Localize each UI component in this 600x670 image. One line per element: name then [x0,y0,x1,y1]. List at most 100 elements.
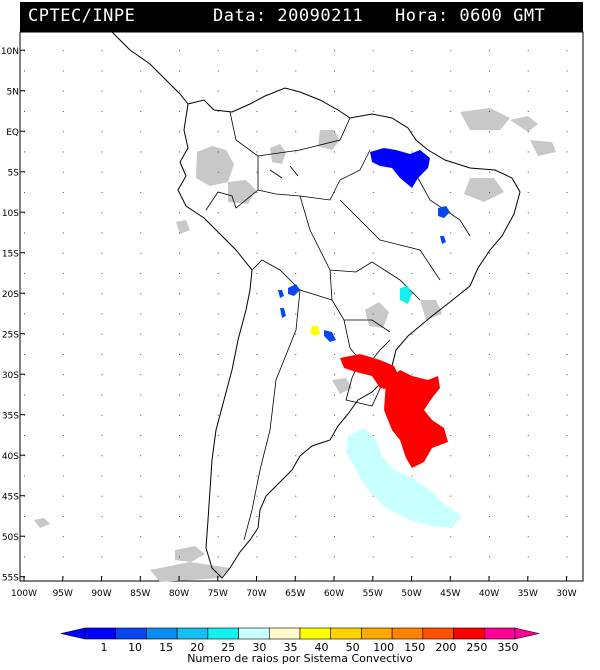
grid-dot [62,252,64,254]
grid-dot [140,272,142,274]
grid-dot [334,374,335,376]
grid-dot [140,475,142,477]
grid-dot [217,50,219,52]
central-america-coast [111,31,189,105]
grid-dot [217,313,219,315]
grid-dot [101,272,103,274]
grid-dot [334,70,335,72]
grid-dot [179,90,180,92]
grid-dot [411,191,413,193]
grid-dot [217,90,219,92]
colorbar-segment [207,627,239,640]
grid-dot [372,232,374,234]
grid-dot [411,374,413,376]
grid-dot [101,191,103,193]
grid-dot [217,536,219,538]
grid-dot [256,110,258,112]
cloud-patches [34,108,556,582]
grid-dot [372,131,374,133]
grid-dot [140,394,142,396]
grid-dot [140,232,142,234]
grid-dot [62,333,64,335]
grid-dot [334,313,335,315]
grid-dot [24,110,25,112]
grid-dot [411,232,413,234]
grid-dot [179,353,180,355]
grid-dot [140,333,142,335]
grid-dot [62,90,64,92]
lon-label: 55W [363,589,383,599]
lon-label: 60W [324,589,344,599]
colorbar-segment [483,627,516,640]
grid-dot [411,151,413,153]
grid-dot [527,455,529,457]
lon-label: 85W [130,589,150,599]
grid-dot [411,272,413,274]
grid-dot [62,232,64,234]
grid-dot [140,70,142,72]
grid-dot [566,90,568,92]
grid-dot [24,353,25,355]
system-bolivia-south-2 [278,290,284,298]
legend-value-label: 350 [498,641,519,654]
system-rio-grande-do-sul [340,354,400,390]
grid-dot [566,110,568,112]
grid-dot [489,70,490,72]
grid-dot [411,212,413,214]
grid-dot [256,272,258,274]
grid-dot [256,293,258,295]
grid-dot [334,252,335,254]
grid-dot [527,536,529,538]
grid-dot [334,50,335,52]
grid-dot [217,232,219,234]
grid-dot [295,515,297,517]
grid-dot [256,131,258,133]
grid-dot [450,333,452,335]
grid-dot [489,333,490,335]
colorbar-segment [146,627,178,640]
grid-dot [179,515,180,517]
grid-dot [295,414,297,416]
grid-dot [101,313,103,315]
grid-dot [295,252,297,254]
grid-dot [101,232,103,234]
grid-dot [334,434,335,436]
grid-dot [179,272,180,274]
grid-dot [527,212,529,214]
grid-dot [334,232,335,234]
grid-dot [295,353,297,355]
lat-label: 25S [2,331,19,341]
grid-dot [62,131,64,133]
grid-dot [256,232,258,234]
grid-dot [295,151,297,153]
grid-dot [101,515,103,517]
grid-dot [256,414,258,416]
grid-dot [217,252,219,254]
grid-dot [450,191,452,193]
grid-dot [411,131,413,133]
grid-dot [527,475,529,477]
grid-dot [450,232,452,234]
lon-label: 75W [208,589,228,599]
legend-value-label: 200 [435,641,456,654]
grid-dot [24,515,25,517]
longitude-labels: 100W 95W 90W 85W 80W 75W 70W 65W 60W 55W 50W 45W 40W… [11,576,577,599]
grid-dot [101,110,103,112]
grid-dot [62,293,64,295]
grid-dot [62,536,64,538]
lon-label: 65W [285,589,305,599]
grid-dot [140,90,142,92]
grid-dot [256,394,258,396]
grid-dot [566,374,568,376]
grid-dot [140,515,142,517]
system-bahia-2 [440,236,446,244]
grid-dot [489,556,490,558]
grid-dot [372,252,374,254]
grid-dot [179,212,180,214]
grid-dot [217,515,219,517]
grid-dot [334,293,335,295]
grid-dot [217,212,219,214]
grid-dot [217,70,219,72]
grid-dot [24,434,25,436]
grid-dot [450,131,452,133]
